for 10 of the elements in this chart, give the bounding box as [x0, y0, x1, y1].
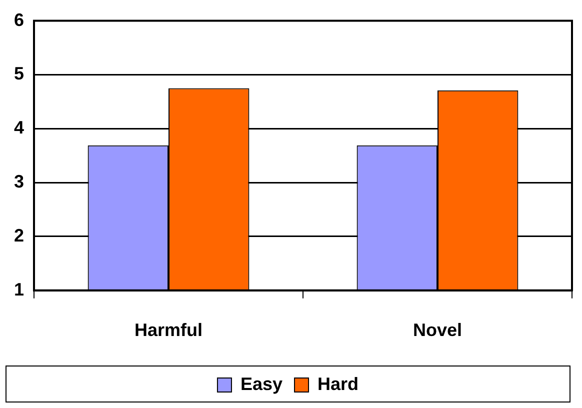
x-tick-label: Novel — [412, 320, 462, 340]
y-tick-label: 2 — [14, 225, 24, 246]
y-tick-label: 6 — [14, 10, 24, 30]
y-tick-label: 3 — [14, 172, 24, 192]
y-tick-label: 4 — [14, 118, 24, 138]
y-tick-label: 1 — [14, 279, 24, 300]
y-tick-label: 5 — [14, 64, 24, 84]
x-tick-label: Harmful — [134, 320, 203, 340]
legend-label: Hard — [318, 374, 359, 394]
legend-label: Easy — [240, 374, 283, 394]
